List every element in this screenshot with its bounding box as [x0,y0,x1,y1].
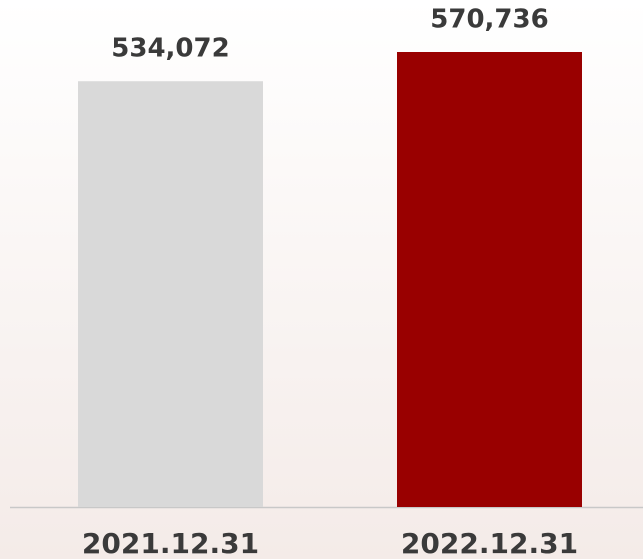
x-tick-label: 2021.12.31 [82,527,259,559]
value-label: 534,072 [111,34,229,64]
bar [78,81,263,508]
value-label: 570,736 [430,5,548,35]
bar [397,52,582,507]
x-tick-label: 2022.12.31 [401,527,578,559]
